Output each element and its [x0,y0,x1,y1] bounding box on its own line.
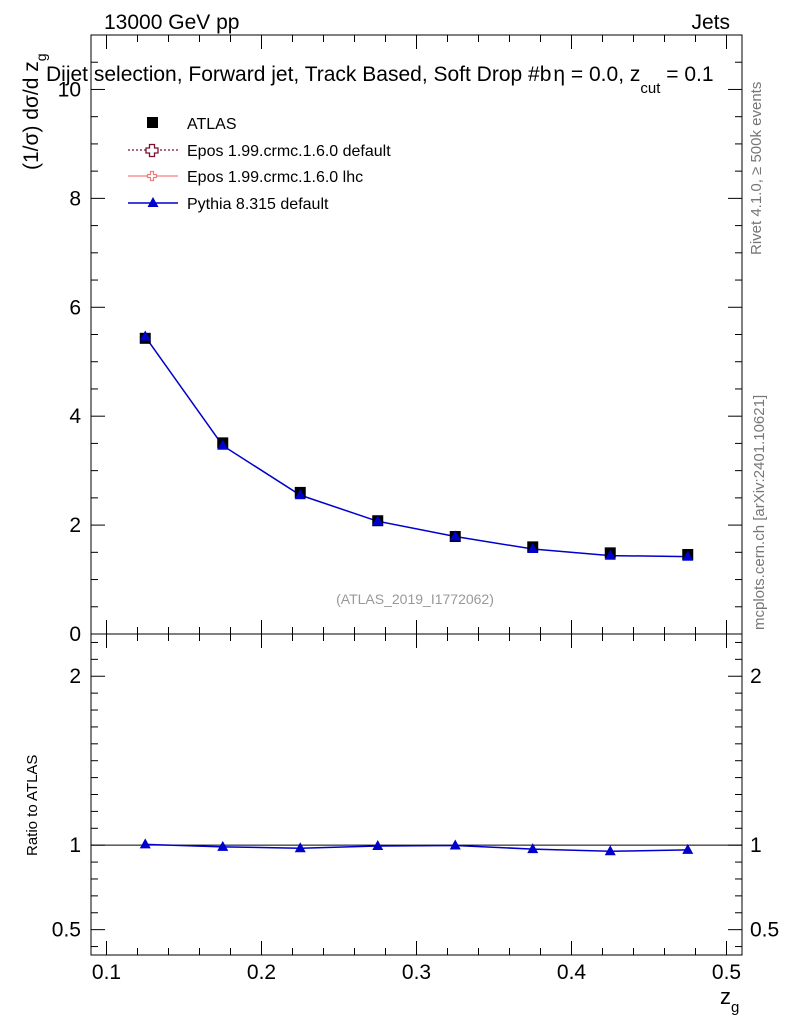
pythia-point-overlay [682,550,694,561]
category-label: Jets [691,11,730,34]
atlas-series-markers [139,330,694,561]
analysis-watermark: (ATLAS_2019_I1772062) [336,591,494,607]
ratio-point [527,843,539,854]
main-y-tick-label: 4 [69,405,81,428]
ratio-point [682,843,694,854]
pythia-point-overlay [217,439,229,450]
legend-label-epos-default: Epos 1.99.crmc.1.6.0 default [187,143,391,160]
energy-label: 13000 GeV pp [104,11,239,34]
ratio-point [139,838,151,849]
ratio-point [449,839,461,850]
ratio-y-tick-labels: 0.5 0.5 1 1 2 2 [52,665,779,941]
ratio-y-tick-label-right: 2 [750,665,762,688]
legend-marker-pythia [147,197,159,207]
ratio-axis-ticks [91,634,742,955]
legend-marker-epos-default [145,143,159,158]
x-axis-label: zg [720,984,739,1016]
plot-title: Dijet selection, Forward jet, Track Base… [46,63,714,97]
ratio-plot-frame [90,633,743,956]
legend-entry-atlas: ATLAS [147,116,237,133]
x-tick-label: 0.4 [557,961,587,984]
pythia-point-overlay [604,549,616,560]
main-y-tick-label: 6 [69,296,81,319]
rivet-version-label: Rivet 4.1.0, ≥ 500k events [748,82,765,255]
ratio-y-axis-label: Ratio to ATLAS [24,755,41,856]
ratio-pythia-line [145,843,688,853]
x-tick-label: 0.1 [92,961,121,984]
x-tick-label: 0.5 [712,961,741,984]
ratio-point [372,840,384,851]
ratio-y-tick-label: 2 [69,665,81,688]
ratio-point [217,840,229,851]
main-y-tick-label: 10 [58,78,81,101]
legend-marker-epos-lhc [146,170,158,182]
ratio-y-tick-label: 0.5 [52,919,81,942]
x-tick-label: 0.3 [402,961,431,984]
legend-label-epos-lhc: Epos 1.99.crmc.1.6.0 lhc [187,169,363,186]
pythia-point-overlay [294,489,306,500]
mcplots-reference-label: mcplots.cern.ch [arXiv:2401.10621] [751,395,768,630]
ratio-y-tick-label-right: 1 [750,834,762,857]
legend-label-atlas: ATLAS [187,116,237,133]
ratio-point [294,842,306,853]
legend-label-pythia: Pythia 8.315 default [187,196,329,213]
legend-entry-epos-default: Epos 1.99.crmc.1.6.0 default [128,143,391,160]
main-y-tick-label: 2 [69,514,81,537]
main-axis-ticks [91,34,742,635]
main-y-tick-labels: 0 2 4 6 8 10 [58,78,82,646]
x-tick-label: 0.2 [247,961,276,984]
pythia-point-overlay [527,543,539,554]
legend-entry-epos-lhc: Epos 1.99.crmc.1.6.0 lhc [128,169,363,186]
pythia-point-overlay [372,515,384,526]
pythia-series-line [144,336,688,558]
pythia-point-overlay [449,530,461,541]
main-y-axis-label: (1/σ) dσ/d zg [20,53,49,170]
main-y-tick-label: 8 [69,187,81,210]
x-tick-labels: 0.1 0.2 0.3 0.4 0.5 [92,961,741,984]
main-y-tick-label: 0 [69,623,81,646]
ratio-y-tick-label-right: 0.5 [750,919,779,942]
ratio-y-tick-label: 1 [69,834,81,857]
legend: ATLAS Epos 1.99.crmc.1.6.0 default Epos … [128,116,391,213]
ratio-pythia-markers [139,838,694,856]
pythia-point-overlay [139,330,151,341]
legend-entry-pythia: Pythia 8.315 default [128,196,329,213]
ratio-point [604,845,616,856]
legend-marker-atlas [147,117,158,128]
